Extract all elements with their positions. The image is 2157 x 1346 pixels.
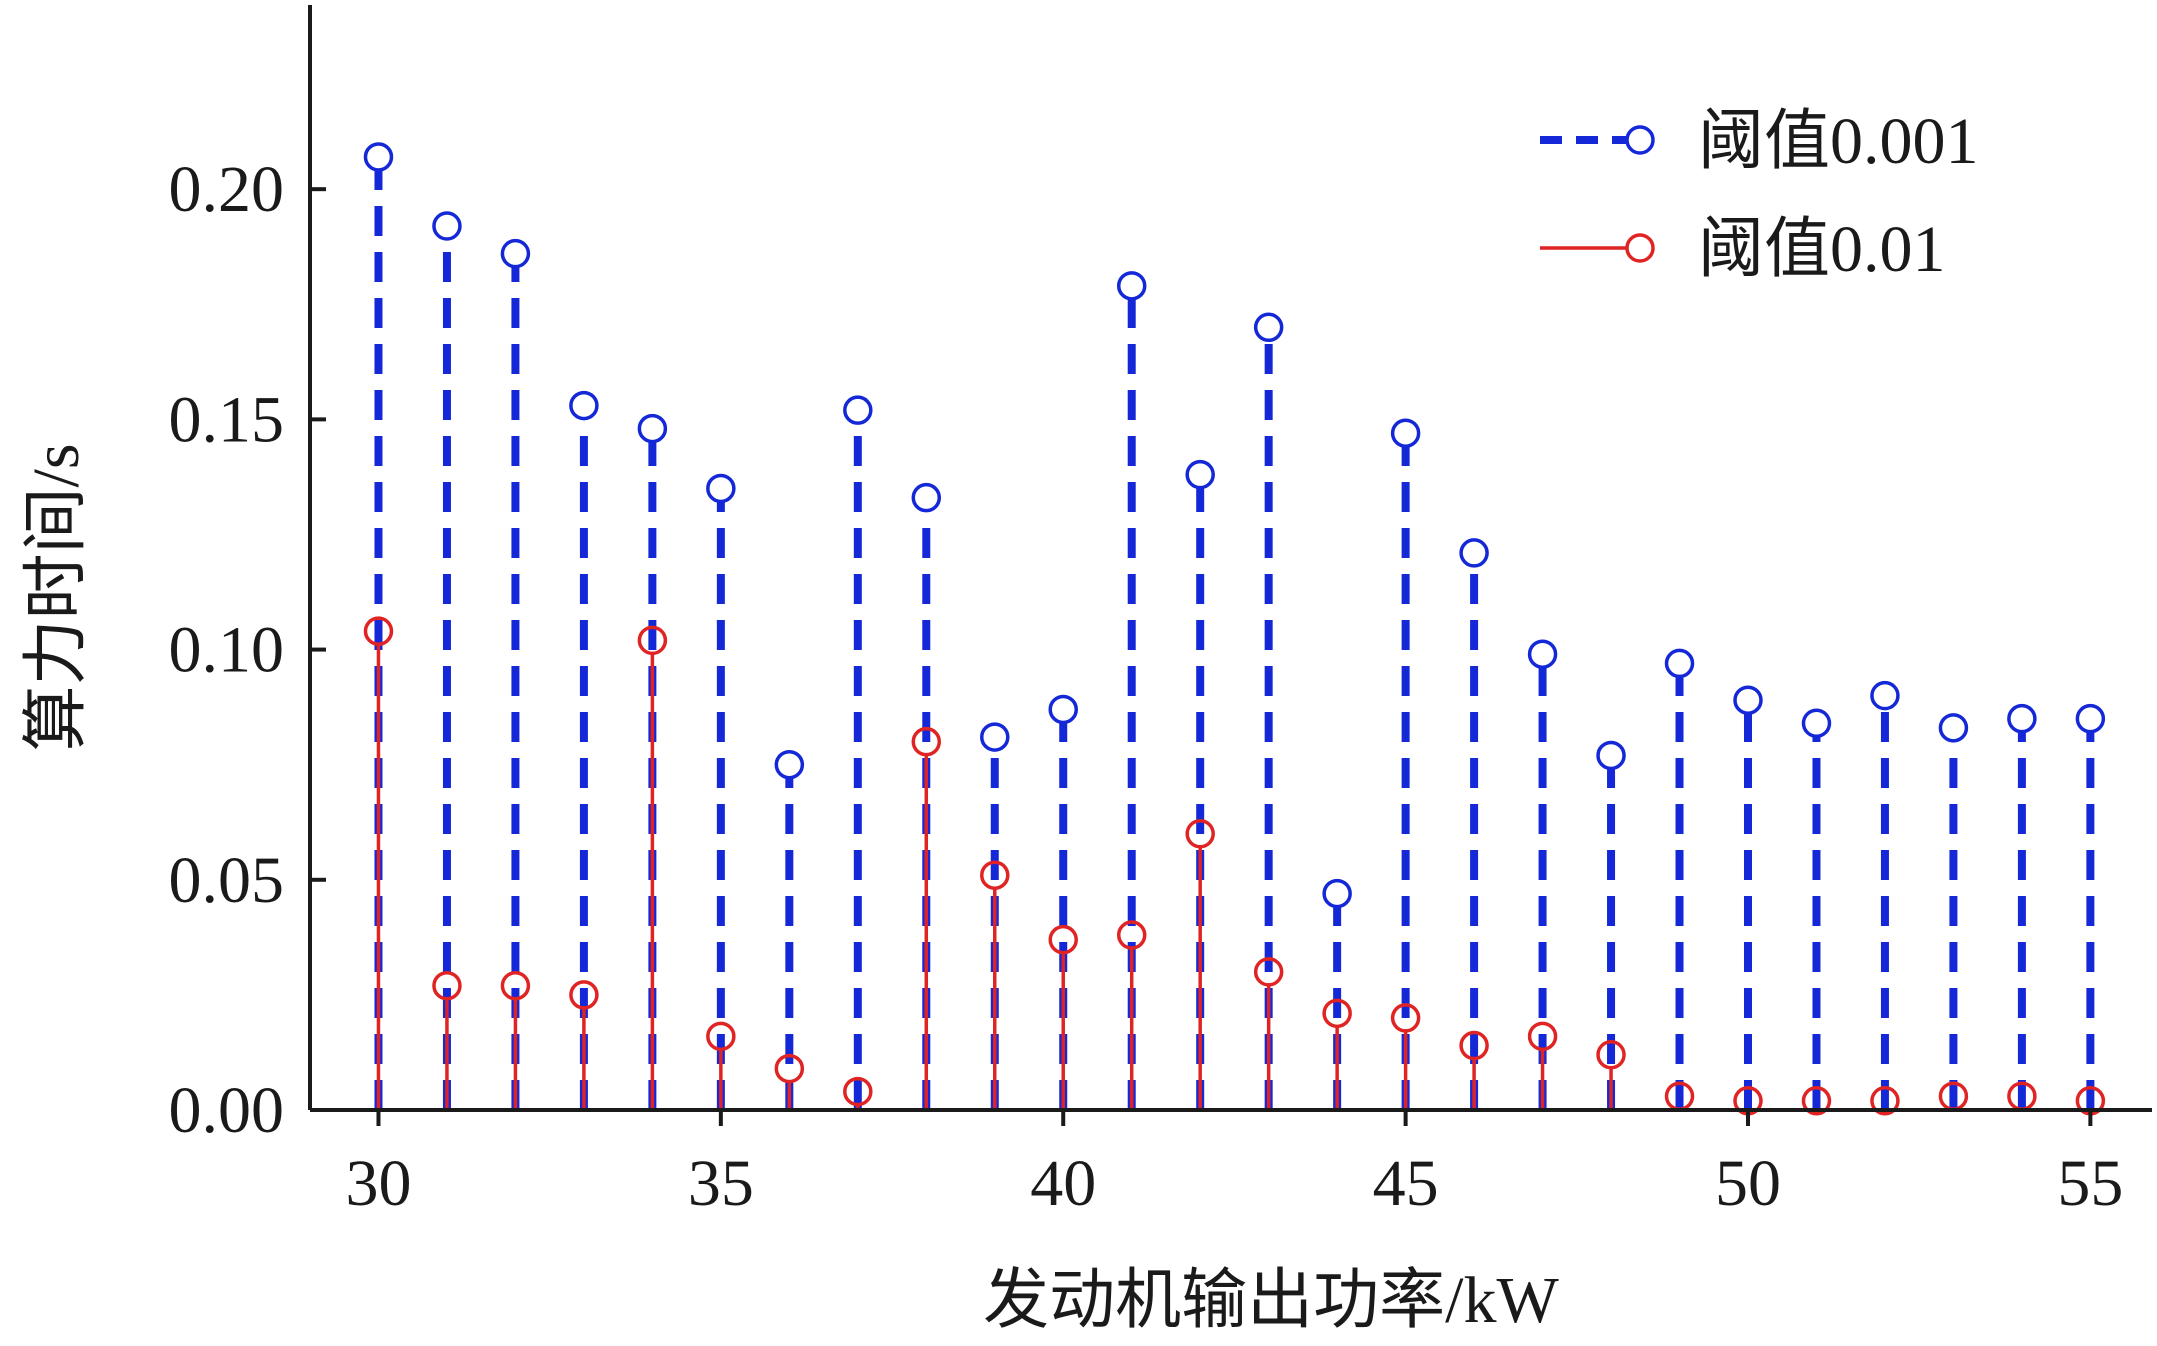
x-tick-label: 55 bbox=[2057, 1147, 2123, 1220]
stem-marker bbox=[911, 482, 942, 513]
stem-marker bbox=[569, 980, 599, 1010]
stem-marker bbox=[1048, 694, 1078, 725]
stem-marker bbox=[911, 726, 942, 757]
stem-marker bbox=[1801, 1086, 1832, 1116]
legend-marker-swatch bbox=[1625, 233, 1655, 263]
stem-marker bbox=[1253, 957, 1284, 987]
stem-marker bbox=[1185, 459, 1215, 490]
stem-marker bbox=[432, 970, 462, 1001]
stem-marker bbox=[1664, 648, 1695, 679]
stem-marker bbox=[2007, 703, 2037, 734]
stem-marker bbox=[980, 722, 1010, 752]
stem-marker bbox=[1322, 878, 1352, 909]
x-axis-title: 发动机输出功率/kW bbox=[983, 1264, 1559, 1337]
stem-marker bbox=[980, 860, 1010, 890]
legend-label: 阈值0.01 bbox=[1698, 213, 1946, 286]
legend: 阈值0.001 阈值0.01 bbox=[1540, 105, 1979, 286]
y-tick-label: 0.00 bbox=[169, 1074, 285, 1147]
legend-item: 阈值0.001 bbox=[1540, 105, 1979, 178]
stem-marker bbox=[843, 1076, 873, 1107]
stem-marker bbox=[500, 238, 531, 269]
stem-marker bbox=[1870, 680, 1900, 711]
x-ticks: 30 35 40 45 50 55 bbox=[345, 1110, 2123, 1220]
stem-marker bbox=[432, 211, 462, 241]
stem-marker bbox=[363, 616, 394, 646]
stem-marker bbox=[1801, 708, 1832, 738]
x-tick-label: 50 bbox=[1715, 1147, 1781, 1220]
plot-series bbox=[363, 142, 2106, 1116]
y-tick-label: 0.10 bbox=[169, 614, 285, 687]
stem-marker bbox=[843, 395, 873, 425]
series-threshold-001 bbox=[363, 616, 2106, 1116]
x-tick-label: 30 bbox=[345, 1147, 411, 1220]
x-tick-label: 35 bbox=[688, 1147, 754, 1220]
stem-marker bbox=[1596, 1040, 1626, 1070]
stem-marker bbox=[1938, 713, 1969, 743]
stem-marker bbox=[1596, 740, 1626, 771]
stem-marker bbox=[774, 1053, 805, 1084]
legend-marker-swatch bbox=[1625, 125, 1655, 155]
x-tick-label: 45 bbox=[1373, 1147, 1439, 1220]
stem-marker bbox=[1390, 418, 1421, 448]
stem-marker bbox=[1253, 312, 1284, 343]
stem-marker bbox=[774, 749, 805, 780]
stem-marker bbox=[1527, 639, 1558, 669]
y-axis-title: 算力时间/s bbox=[20, 443, 93, 751]
stem-marker bbox=[637, 625, 668, 656]
stem-marker bbox=[363, 142, 394, 172]
stem-marker bbox=[1870, 1086, 1900, 1116]
stem-marker bbox=[1116, 271, 1147, 301]
stem-marker bbox=[706, 1021, 736, 1052]
y-tick-label: 0.05 bbox=[169, 844, 285, 917]
legend-item: 阈值0.01 bbox=[1540, 213, 1946, 286]
x-tick-label: 40 bbox=[1030, 1147, 1096, 1220]
stem-marker bbox=[1185, 819, 1215, 849]
stem-marker bbox=[706, 473, 736, 504]
stem-marker bbox=[569, 390, 599, 421]
stem-marker bbox=[1322, 998, 1352, 1029]
stem-marker bbox=[1390, 1003, 1421, 1033]
stem-marker bbox=[1459, 1030, 1489, 1061]
legend-label: 阈值0.001 bbox=[1698, 105, 1979, 178]
stem-marker bbox=[1048, 924, 1078, 955]
series-threshold-0001 bbox=[363, 142, 2106, 1110]
y-tick-label: 0.20 bbox=[169, 153, 285, 226]
stem-marker bbox=[1527, 1021, 1558, 1052]
y-ticks: 0.00 0.05 0.10 0.15 0.20 bbox=[169, 153, 326, 1147]
y-tick-label: 0.15 bbox=[169, 383, 285, 456]
stem-marker bbox=[637, 413, 668, 444]
stem-marker bbox=[1116, 920, 1147, 950]
stem-marker bbox=[500, 970, 531, 1001]
stem-marker bbox=[1733, 685, 1763, 715]
stem-marker bbox=[1459, 538, 1489, 568]
stem-marker bbox=[2075, 703, 2106, 734]
axes: 0.00 0.05 0.10 0.15 0.20 30 35 40 45 50 55 bbox=[169, 5, 2152, 1220]
